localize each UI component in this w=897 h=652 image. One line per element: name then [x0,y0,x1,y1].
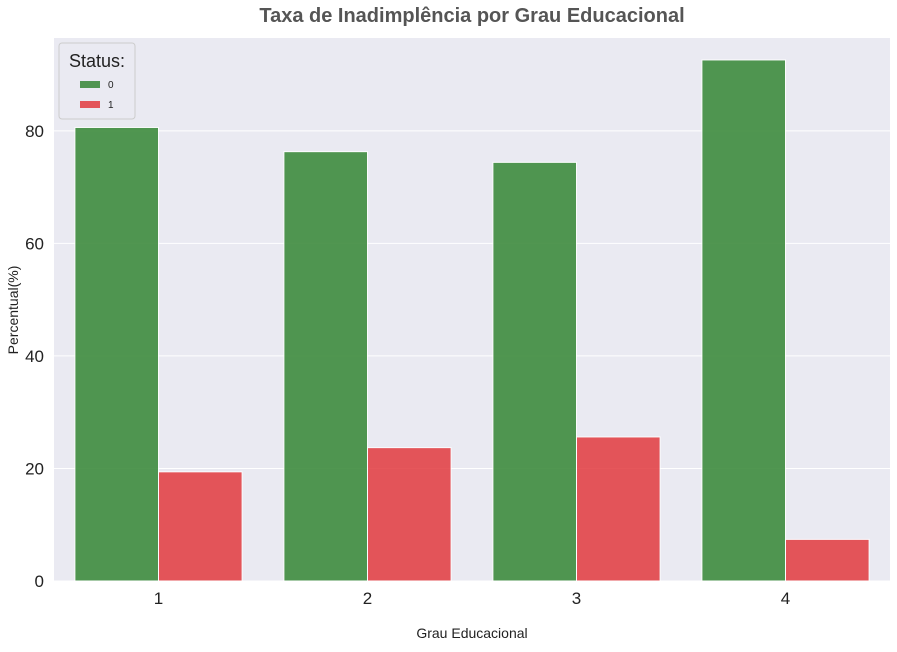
chart-title: Taxa de Inadimplência por Grau Educacion… [259,5,684,27]
x-ticks: 1 2 3 4 [154,589,790,608]
y-tick-label: 40 [25,347,44,366]
x-tick-label: 2 [363,589,372,608]
bars-layer [74,59,870,582]
bar-status-0-grau-2 [283,151,368,582]
y-tick-label: 0 [35,572,44,591]
legend-swatch-status-0 [80,81,100,88]
x-tick-label: 4 [781,589,790,608]
legend: Status: 0 1 [58,42,136,120]
y-ticks: 0 20 40 60 80 [25,122,44,591]
legend-label-status-1: 1 [108,100,114,111]
bar-status-0-grau-3 [492,161,577,582]
y-tick-label: 80 [25,122,44,141]
legend-swatch-status-1 [80,101,100,108]
y-tick-label: 60 [25,234,44,253]
bar-status-1-grau-3 [576,436,661,582]
bar-status-0-grau-4 [701,59,787,582]
bar-status-1-grau-4 [785,538,870,582]
x-tick-label: 1 [154,589,163,608]
legend-title: Status: [69,51,125,71]
x-axis-label: Grau Educacional [416,625,527,641]
y-axis-label: Percentual(%) [5,266,21,355]
x-tick-label: 3 [572,589,581,608]
bar-status-1-grau-1 [158,471,243,582]
bar-status-0-grau-1 [74,126,159,582]
bar-status-1-grau-2 [367,447,452,582]
y-tick-label: 20 [25,459,44,478]
legend-label-status-0: 0 [108,80,114,91]
